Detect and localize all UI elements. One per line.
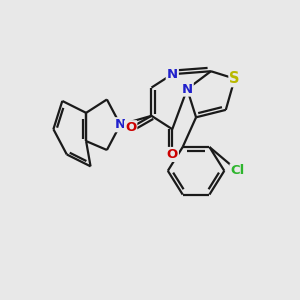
Text: N: N: [115, 118, 126, 131]
Text: Cl: Cl: [231, 164, 245, 177]
Text: O: O: [125, 121, 136, 134]
Text: N: N: [182, 82, 193, 96]
Text: N: N: [167, 68, 178, 81]
Text: O: O: [167, 148, 178, 161]
Text: S: S: [230, 71, 240, 86]
